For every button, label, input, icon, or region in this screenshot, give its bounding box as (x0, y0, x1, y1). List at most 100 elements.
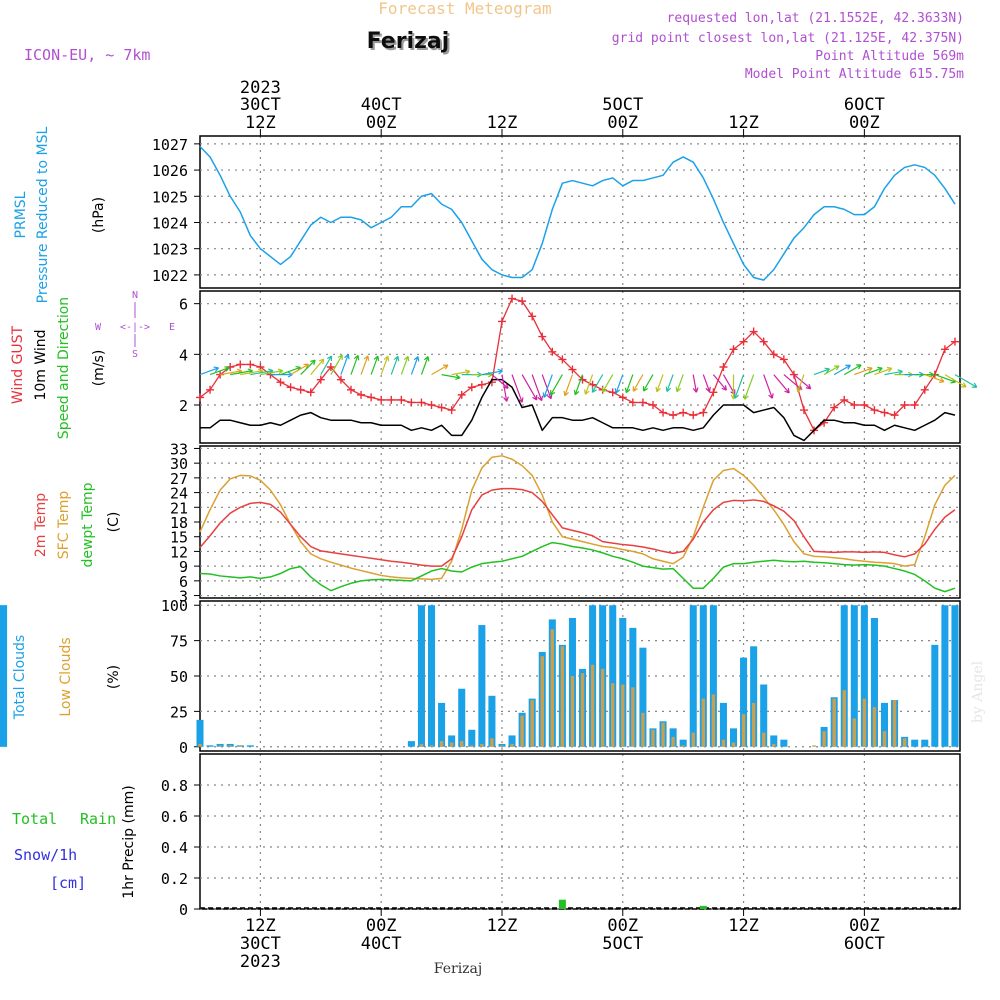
total-cloud-bar (206, 745, 214, 747)
location-title: Ferizaj (367, 29, 450, 54)
total-cloud-bar (760, 684, 768, 747)
y-tick-label: 0.4 (161, 839, 188, 857)
wind-arrow (542, 374, 553, 398)
top-label-date: 6OCT (844, 95, 885, 115)
low-cloud-bar (218, 745, 222, 747)
temp-2m-line (199, 487, 956, 567)
requested-coords: requested lon,lat (21.1552E, 42.3633N) (667, 11, 964, 26)
wind-arrow (300, 359, 316, 376)
gust-marker (236, 360, 245, 369)
low-cloud-bar (882, 731, 887, 747)
pressure-y-axis: 1022 1023 1024 1025 1026 1027 (152, 136, 960, 285)
low-cloud-bar (812, 745, 816, 747)
y-tick-label: 100 (161, 597, 188, 615)
gust-marker (357, 390, 366, 399)
gust-marker (749, 327, 758, 336)
wind-arrow (350, 354, 360, 375)
y-tick-label: 9 (179, 558, 188, 576)
bottom-label-time: 00Z (849, 916, 880, 936)
gust-marker (920, 385, 929, 394)
temp-labels: 2m Temp SFC Temp dewpt Temp (C) (33, 482, 122, 567)
wind-gust-label: Wind GUST (10, 325, 26, 404)
pressure-label-msl: Pressure Reduced to MSL (35, 126, 51, 303)
wind-arrow (796, 374, 805, 393)
low-cloud-bar (842, 690, 846, 747)
low-cloud-bar (480, 743, 484, 747)
low-cloud-bar (892, 700, 897, 747)
low-cloud-bar (872, 707, 877, 747)
total-cloud-bar (729, 728, 738, 747)
gust-marker (346, 385, 355, 394)
gust-marker (286, 383, 295, 392)
low-cloud-bar (741, 714, 746, 747)
wind-arrow (712, 374, 727, 391)
total-cloud-bar (478, 625, 486, 747)
y-tick-label: 0.6 (161, 808, 188, 826)
top-label-time: 12Z (245, 113, 276, 133)
bottom-label-date: 6OCT (844, 934, 885, 954)
total-cloud-bar (458, 688, 466, 747)
total-cloud-bar (508, 735, 516, 747)
gust-marker (648, 401, 657, 409)
total-cloud-bar (679, 739, 687, 747)
y-tick-label: 0 (179, 739, 188, 757)
gust-marker (306, 388, 315, 397)
low-cloud-bar (761, 732, 766, 747)
panel-border (199, 753, 961, 910)
wind-arrow (380, 355, 390, 375)
gust-marker (377, 395, 386, 404)
low-cloud-bar (631, 687, 635, 747)
y-tick-label: 27 (170, 470, 188, 488)
gust-marker (840, 395, 849, 404)
y-tick-label: 6 (179, 573, 188, 591)
gust-marker (407, 398, 416, 407)
gust-marker (336, 375, 345, 384)
bottom-label-time: 12Z (245, 916, 276, 936)
wind-arrow (843, 364, 862, 376)
low-cloud-bar (510, 743, 514, 747)
bottom-label-date: 5OCT (602, 934, 643, 954)
low-cloud-bar (419, 743, 424, 747)
gust-marker (669, 411, 678, 420)
gust-marker (860, 401, 869, 409)
compass-s: S (132, 349, 138, 360)
gust-marker (850, 401, 859, 409)
gust-marker (739, 337, 748, 346)
y-tick-label: 3 (179, 588, 188, 606)
wind-arrow (702, 374, 711, 393)
wind-arrow (209, 366, 230, 376)
wind-arrow (813, 367, 830, 376)
low-cloud-bar (449, 742, 454, 747)
gust-marker (276, 378, 285, 387)
sfc-temp-line (199, 455, 956, 581)
total-cloud-bar (780, 739, 788, 747)
y-tick-label: 1026 (152, 162, 188, 180)
compass-w: W (95, 322, 102, 333)
total-cloud-bar (709, 605, 717, 747)
top-label-time: 00Z (366, 113, 397, 133)
low-cloud-bar (651, 729, 655, 747)
gust-marker (659, 408, 668, 417)
wind-arrow (655, 374, 664, 393)
gust-marker (729, 345, 738, 354)
pressure-labels: PRMSL Pressure Reduced to MSL (hPa) (13, 126, 107, 303)
compass-mid: <-|-> (120, 322, 150, 333)
y-tick-label: 30 (170, 455, 188, 473)
gust-marker (709, 388, 718, 397)
precip-unit: 1hr Precip (mm) (121, 785, 137, 898)
temp-2m-label: 2m Temp (33, 493, 49, 557)
y-tick-label: 2 (179, 397, 188, 415)
wind-arrow (692, 374, 699, 393)
y-tick-label: 1023 (152, 241, 188, 259)
gust-line (199, 297, 956, 431)
low-cloud-bar (580, 673, 585, 747)
gust-marker (497, 317, 506, 326)
wind-dir-label: Speed and Direction (56, 297, 72, 439)
y-tick-label: 0 (179, 901, 188, 919)
panel-1-frame (199, 135, 961, 289)
gust-marker (900, 401, 909, 409)
low-cloud-bar (429, 745, 434, 747)
